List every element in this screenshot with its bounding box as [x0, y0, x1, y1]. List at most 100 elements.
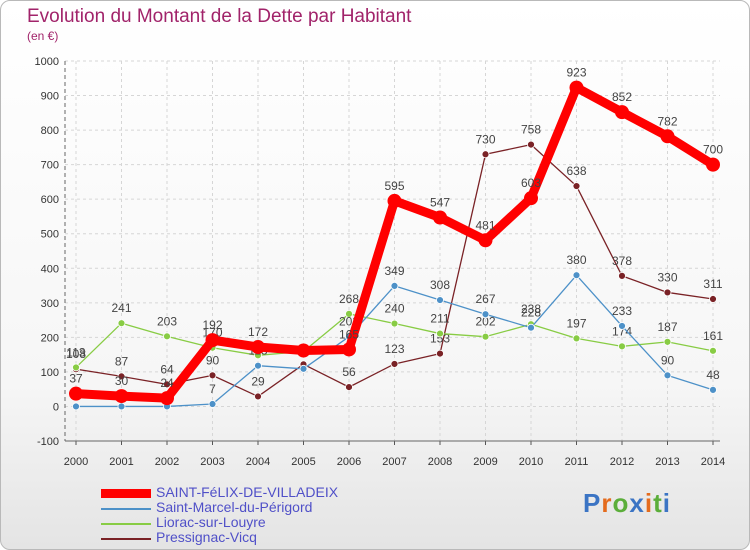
data-label: 311: [703, 277, 722, 291]
data-point: [618, 322, 626, 330]
legend-label: Saint-Marcel-du-Périgord: [156, 499, 313, 515]
data-label: 330: [657, 270, 677, 284]
data-point: [72, 402, 80, 411]
y-tick-label: 900: [41, 91, 59, 103]
data-label: 56: [342, 365, 356, 379]
data-label: 240: [384, 302, 404, 316]
data-label: 378: [612, 254, 632, 268]
data-label: 24: [160, 376, 174, 390]
data-label: 349: [384, 264, 404, 278]
data-point: [660, 129, 675, 144]
data-point: [69, 386, 83, 401]
data-point: [117, 402, 126, 411]
data-label: 238: [521, 302, 541, 316]
legend-label: Liorac-sur-Louyre: [156, 514, 266, 530]
data-label: 228: [521, 306, 541, 320]
data-label: 852: [612, 90, 632, 104]
data-point: [527, 323, 535, 332]
data-label: 29: [251, 374, 265, 388]
x-tick-label: 2014: [701, 456, 725, 468]
data-point: [345, 383, 353, 392]
data-point: [390, 319, 399, 328]
data-label: 37: [69, 372, 83, 386]
data-point: [481, 310, 490, 319]
data-point: [205, 333, 220, 348]
axes: -100 0 100 200 300 400 500 600 700 800 900 1000 2000…: [35, 56, 726, 468]
data-point: [114, 389, 129, 404]
chart-subtitle: (en €): [27, 29, 59, 43]
data-label: 174: [612, 324, 632, 338]
data-label: 268: [339, 292, 359, 306]
data-label: 30: [115, 374, 129, 388]
data-label: 165: [339, 327, 359, 341]
legend-item: SAINT-FéLIX-DE-VILLADEIX: [101, 484, 431, 501]
data-point: [618, 342, 626, 351]
x-tick-label: 2009: [473, 456, 497, 468]
y-tick-label: 800: [41, 125, 59, 137]
data-label: 90: [661, 353, 675, 367]
data-point: [117, 372, 126, 381]
x-tick-label: 2005: [291, 456, 315, 468]
data-point: [618, 271, 626, 280]
data-point: [663, 288, 672, 297]
data-label: 172: [248, 325, 268, 339]
data-point: [254, 361, 262, 370]
data-point: [663, 337, 672, 346]
x-tick-label: 2002: [155, 456, 179, 468]
data-point: [706, 157, 720, 172]
data-label: 203: [157, 314, 177, 328]
data-label: 603: [521, 176, 541, 190]
data-point: [436, 296, 444, 304]
data-point: [160, 391, 174, 406]
data-label: 192: [202, 318, 222, 332]
data-label: 308: [430, 278, 450, 292]
data-label: 108: [66, 347, 86, 361]
x-tick-label: 2008: [428, 456, 452, 468]
data-point: [615, 105, 629, 120]
data-point: [342, 342, 356, 357]
data-point: [709, 385, 717, 394]
data-point: [208, 371, 217, 380]
data-label: 123: [384, 342, 404, 356]
data-label: 211: [430, 312, 449, 326]
data-label: 481: [475, 218, 495, 232]
data-label: 241: [111, 301, 131, 315]
y-tick-label: 0: [53, 401, 59, 413]
x-tick-label: 2012: [610, 456, 634, 468]
data-label: 547: [430, 195, 450, 209]
data-label: 113: [66, 345, 85, 359]
data-label: 64: [160, 362, 174, 376]
data-point: [254, 392, 262, 401]
data-label: 923: [566, 66, 586, 80]
data-point: [709, 295, 717, 303]
data-label: 380: [566, 253, 586, 267]
data-point: [572, 334, 581, 343]
data-point: [387, 193, 402, 208]
y-tick-label: 200: [41, 332, 59, 344]
data-point: [208, 400, 217, 408]
data-label: 202: [475, 315, 495, 329]
data-point: [72, 363, 80, 372]
data-point: [117, 319, 126, 328]
y-tick-label: 300: [41, 298, 59, 310]
x-tick-label: 2006: [337, 456, 361, 468]
legend-label: Pressignac-Vicq: [156, 529, 257, 545]
chart-legend: SAINT-FéLIX-DE-VILLADEIX Saint-Marcel-du-…: [101, 484, 431, 546]
legend-item: Pressignac-Vicq: [101, 529, 431, 546]
series-3: 37 30 24 192 172 165 595 547 481 603 923 852 782 700: [69, 66, 723, 406]
data-label: 233: [612, 304, 632, 318]
y-tick-label: -100: [37, 436, 59, 448]
data-label: 730: [475, 132, 495, 146]
data-label: 595: [384, 179, 404, 193]
data-point: [436, 329, 444, 338]
y-tick-label: 700: [41, 160, 59, 172]
data-label: 197: [566, 316, 586, 330]
data-point: [572, 182, 581, 190]
data-point: [481, 150, 490, 159]
x-tick-label: 2003: [200, 456, 224, 468]
data-label: 153: [430, 332, 450, 346]
y-tick-label: 400: [41, 263, 59, 275]
y-tick-label: 500: [41, 229, 59, 241]
